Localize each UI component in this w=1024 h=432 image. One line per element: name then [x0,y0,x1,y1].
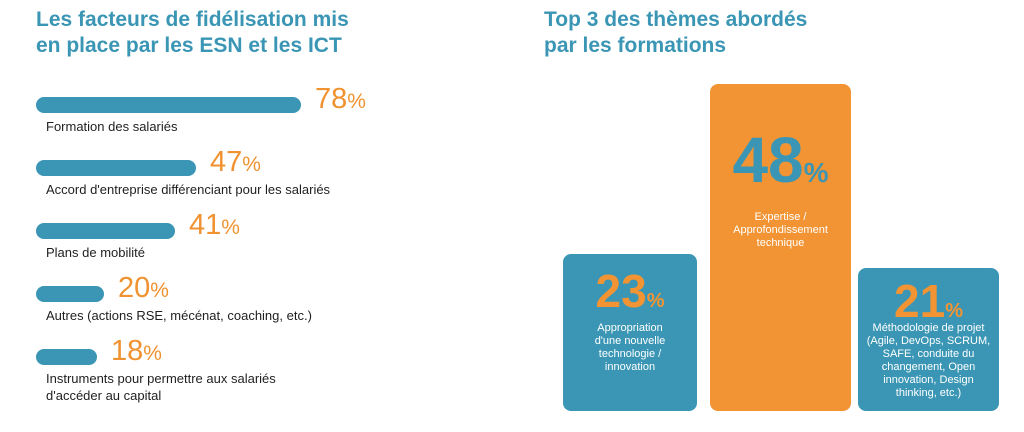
bar-row: 41% Plans de mobilité [36,210,496,280]
theme-card: 23% Appropriation d'une nouvelle technolo… [563,254,697,411]
right-chart-title: Top 3 des thèmes abordés par les formati… [544,8,808,57]
theme-card: 21% Méthodologie de projet (Agile, DevOps… [858,268,999,411]
bar [36,286,104,302]
bar-row: 78% Formation des salariés [36,84,496,154]
theme-card-label: Appropriation d'une nouvelle technologie… [594,322,666,373]
theme-card-value: 48% [732,124,829,196]
bar-row: 47% Accord d'entreprise différenciant pou… [36,147,496,217]
bar-value-label: 41% [189,209,240,241]
bar [36,223,175,239]
theme-card-value: 21% [894,275,963,327]
theme-card: 48% Expertise / Approfondissement techniq… [710,84,851,411]
bar [36,160,196,176]
theme-card-label: Méthodologie de projet (Agile, DevOps, S… [866,322,991,399]
bar-value-label: 20% [118,272,169,304]
bar-row: 18% Instruments pour permettre aux salari… [36,336,496,406]
bar-category-label: Plans de mobilité [46,245,145,260]
bar [36,97,301,113]
theme-card-value: 23% [595,265,665,317]
bar-value-label: 47% [210,146,261,178]
bar-category-label: Autres (actions RSE, mécénat, coaching, … [46,308,312,323]
bar-row: 20% Autres (actions RSE, mécénat, coachin… [36,273,496,343]
bar-category-label: Accord d'entreprise différenciant pour l… [46,182,331,197]
bar-category-label: Formation des salariés [46,119,178,134]
bar-value-label: 78% [315,83,366,115]
bar-value-label: 18% [111,335,162,367]
left-chart-title: Les facteurs de fidélisation mis en plac… [36,8,349,57]
bar-category-label: Instruments pour permettre aux salariés … [46,371,276,403]
bar [36,349,97,365]
theme-card-label: Expertise / Approfondissement technique [733,211,828,249]
